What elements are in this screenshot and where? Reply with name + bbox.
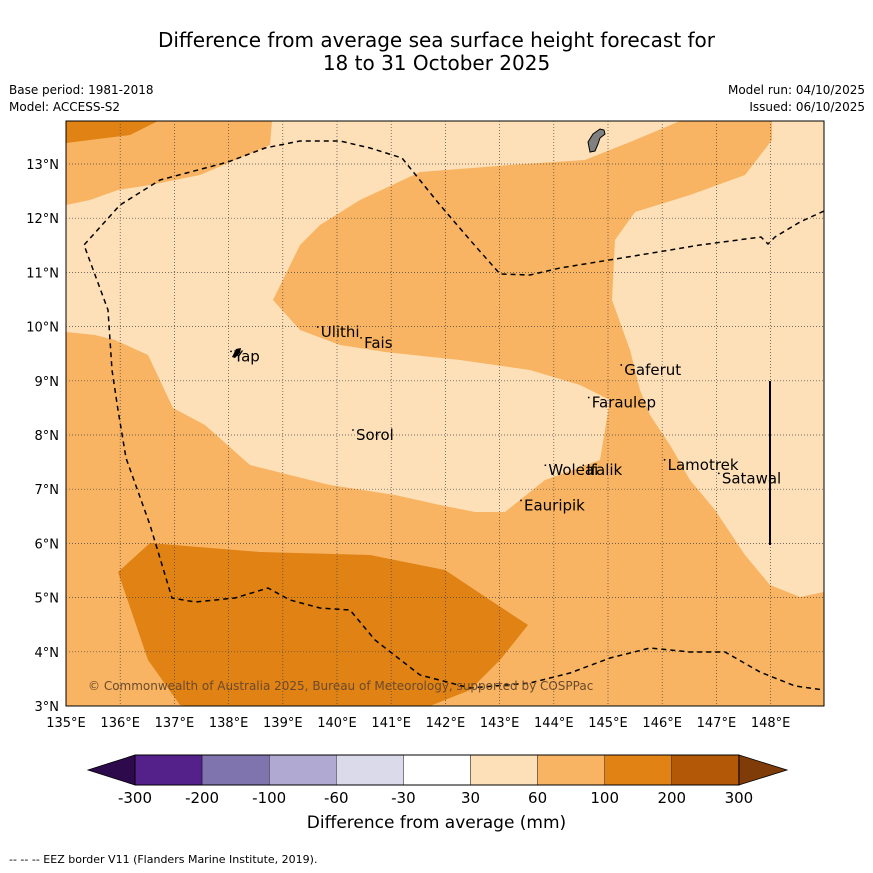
model-run: Model run: 04/10/2025 (727, 83, 865, 97)
colorbar-tick-label: 200 (657, 789, 686, 807)
yap-island (232, 348, 241, 358)
field-100-200-corner (66, 121, 158, 143)
lon-tick-label: 140°E (317, 716, 357, 731)
lat-tick-label: 7°N (35, 483, 60, 498)
lon-tick-label: 136°E (100, 716, 140, 731)
longitude-ticks: 135°E 136°E 137°E 138°E 139°E 140°E 141°E 142°E… (46, 716, 790, 731)
issued-date: Issued: 06/10/2025 (749, 100, 865, 114)
lon-tick-label: 138°E (209, 716, 249, 731)
copyright: © Commonwealth of Australia 2025, Bureau… (88, 679, 593, 693)
colorbar-tick-label: 30 (461, 789, 480, 807)
island-marker (316, 326, 319, 328)
place-label: Sorol (356, 426, 394, 444)
lon-tick-label: 139°E (263, 716, 303, 731)
colorbar-tick-label: 100 (590, 789, 619, 807)
colorbar-tick-label: -300 (118, 789, 152, 807)
colorbar-swatch (403, 754, 471, 786)
colorbar-under-arrow (86, 754, 136, 786)
guam-island (587, 128, 606, 153)
colorbar-swatch (671, 754, 740, 786)
place-label: Faraulep (592, 393, 656, 411)
field-30-60-north (66, 121, 680, 512)
place-label: Satawal (722, 469, 781, 487)
colorbar-swatch (134, 754, 203, 786)
lon-tick-label: 143°E (480, 716, 520, 731)
lat-tick-label: 12°N (26, 212, 59, 227)
graticule (66, 121, 824, 706)
lat-tick-label: 3°N (35, 700, 60, 715)
island-marker (620, 364, 623, 366)
lon-tick-label: 135°E (46, 716, 86, 731)
eez-border-line (83, 140, 824, 691)
colorbar-swatch (470, 754, 538, 786)
place-label: Eauripik (524, 496, 585, 514)
lat-tick-label: 11°N (26, 266, 59, 281)
colorbar-tick-label: 60 (528, 789, 547, 807)
island-marker (230, 350, 232, 353)
field-100-200-south (118, 543, 528, 706)
island-marker (663, 458, 666, 461)
island-marker (520, 499, 522, 502)
colorbar-swatch (537, 754, 605, 786)
lat-tick-label: 8°N (35, 429, 60, 444)
colorbar: -300 -200 -100 -60 -30 30 60 100 200 300 (86, 754, 789, 807)
colorbar-swatch (269, 754, 337, 786)
place-label: Woleai (548, 461, 598, 479)
colorbar-tick-label: -100 (252, 789, 286, 807)
lon-tick-label: 148°E (751, 716, 791, 731)
colorbar-frame (134, 754, 740, 786)
place-label: Yap (233, 347, 260, 365)
island-marker (352, 429, 354, 431)
contour-fields (66, 121, 824, 706)
island-marker (717, 472, 720, 475)
latitude-ticks: 3°N 4°N 5°N 6°N 7°N 8°N 9°N 10°N 11°N 12°N 13°N (26, 158, 59, 715)
lat-tick-label: 9°N (35, 375, 60, 390)
colorbar-tick-label: 300 (725, 789, 754, 807)
island-marker (582, 464, 585, 467)
place-label: Lamotrek (668, 456, 739, 474)
colorbar-axis-label: Difference from average (mm) (306, 813, 567, 833)
lat-tick-label: 10°N (26, 321, 59, 336)
model-name: Model: ACCESS-S2 (9, 100, 121, 114)
colorbar-swatch (604, 754, 673, 786)
island-marker (360, 336, 362, 339)
lon-tick-label: 142°E (426, 716, 466, 731)
place-label: Fais (364, 334, 393, 352)
place-label: Gaferut (624, 361, 681, 379)
lon-tick-label: 137°E (155, 716, 195, 731)
eez-legend-note: -- -- -- EEZ border V11 (Flanders Marine… (9, 853, 318, 866)
title-line-2: 18 to 31 October 2025 (322, 51, 551, 75)
plot-frame (65, 120, 825, 707)
colorbar-tick-label: -60 (324, 789, 349, 807)
lon-tick-label: 146°E (642, 716, 682, 731)
title-line-1: Difference from average sea surface heig… (157, 28, 716, 52)
colorbar-over-arrow (738, 754, 789, 786)
place-label: Ulithi (321, 323, 360, 341)
colorbar-swatch (201, 754, 270, 786)
lon-tick-label: 147°E (697, 716, 737, 731)
colorbar-tick-label: -200 (185, 789, 219, 807)
base-period: Base period: 1981-2018 (9, 83, 154, 97)
place-label: Ifalik (586, 461, 622, 479)
lon-tick-label: 144°E (534, 716, 574, 731)
lat-tick-label: 5°N (35, 592, 60, 607)
lon-tick-label: 141°E (371, 716, 411, 731)
lat-tick-label: 4°N (35, 646, 60, 661)
island-marker (544, 464, 547, 467)
lat-tick-label: 6°N (35, 537, 60, 552)
lon-tick-label: 145°E (588, 716, 628, 731)
colorbar-swatch (336, 754, 404, 786)
lat-tick-label: 13°N (26, 158, 59, 173)
colorbar-tick-label: -30 (391, 789, 416, 807)
island-marker (587, 396, 590, 399)
